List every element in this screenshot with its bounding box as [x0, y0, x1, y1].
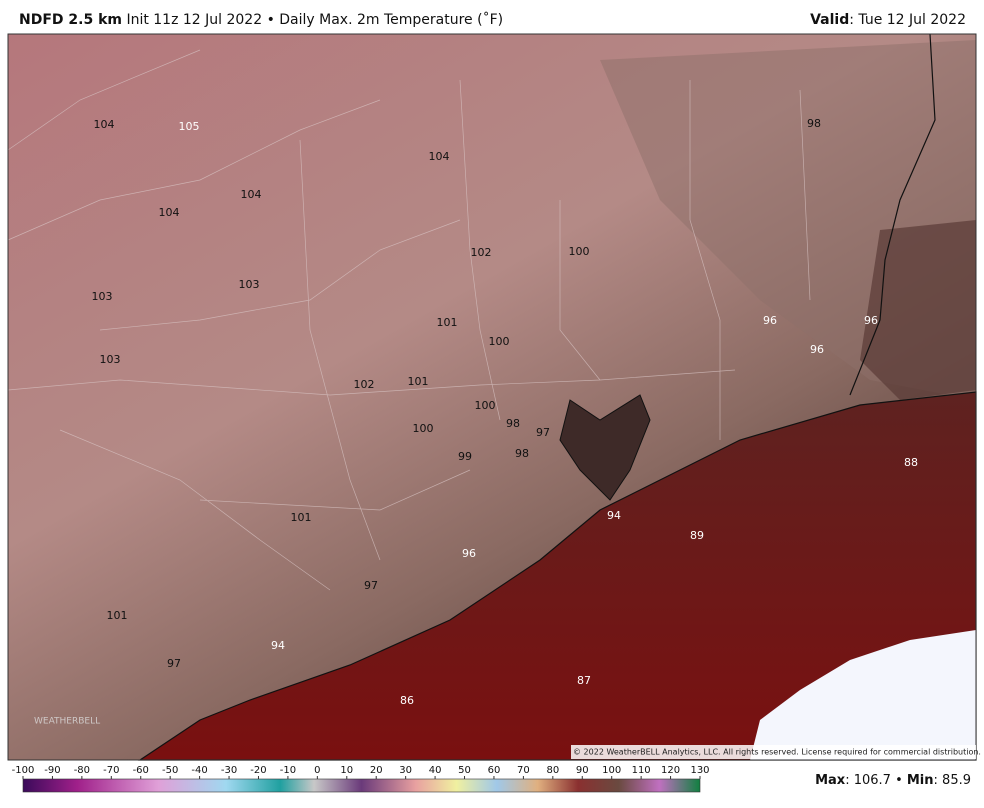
temperature-label: 98	[506, 417, 520, 430]
colorbar-tick-label: -20	[250, 765, 266, 776]
temperature-label: 104	[241, 188, 262, 201]
colorbar-tick-label: -30	[221, 765, 237, 776]
max-min: Max: 106.7 • Min: 85.9	[815, 773, 971, 788]
description: Init 11z 12 Jul 2022 • Daily Max. 2m Tem…	[126, 12, 504, 28]
no-data-area	[750, 630, 976, 760]
temperature-label: 98	[807, 117, 821, 130]
colorbar	[22, 778, 701, 793]
valid-value: : Tue 12 Jul 2022	[849, 12, 966, 28]
temperature-label: 105	[179, 120, 200, 133]
colorbar-tick-label: -10	[280, 765, 296, 776]
temperature-label: 96	[763, 314, 777, 327]
colorbar-tick-label: 90	[576, 765, 589, 776]
colorbar-tick-label: -100	[12, 765, 35, 776]
header-left: NDFD 2.5 km Init 11z 12 Jul 2022 • Daily…	[19, 12, 503, 28]
copyright-bg	[571, 745, 976, 759]
colorbar-tick-label: 30	[399, 765, 412, 776]
colorbar-tick-label: -90	[44, 765, 60, 776]
colorbar-tick-label: 10	[340, 765, 353, 776]
state-border	[849, 33, 936, 396]
temperature-label: 103	[100, 353, 121, 366]
temperature-label: 102	[354, 378, 375, 391]
temperature-label: 96	[462, 547, 476, 560]
header-right: Valid: Tue 12 Jul 2022	[810, 12, 966, 28]
colorbar-tick-label: 50	[458, 765, 471, 776]
map-frame	[7, 33, 977, 761]
colorbar-tick-label: -80	[74, 765, 90, 776]
temperature-label: 102	[471, 246, 492, 259]
model-name: NDFD 2.5 km	[19, 12, 122, 28]
temperature-label: 88	[904, 456, 918, 469]
temperature-label: 104	[94, 118, 115, 131]
colorbar-tick-label: -60	[133, 765, 149, 776]
temperature-label: 100	[413, 422, 434, 435]
temperature-label: 100	[475, 399, 496, 412]
colorbar-tick-label: -40	[191, 765, 207, 776]
temperature-label: 97	[167, 657, 181, 670]
colorbar-tick-label: 20	[370, 765, 383, 776]
temperature-label: 86	[400, 694, 414, 707]
temperature-label: 96	[864, 314, 878, 327]
temperature-label: 103	[92, 290, 113, 303]
colorbar-tick-label: 80	[546, 765, 559, 776]
temperature-label: 96	[810, 343, 824, 356]
colorbar-tick-label: 70	[517, 765, 530, 776]
temperature-label: 101	[291, 511, 312, 524]
max-value: : 106.7 •	[845, 773, 907, 788]
temperature-label: 97	[364, 579, 378, 592]
colorbar-tick-label: 110	[632, 765, 651, 776]
logo: WEATHERBELL	[34, 717, 100, 727]
temperature-label: 101	[107, 609, 128, 622]
temperature-label: 98	[515, 447, 529, 460]
temperature-label: 100	[489, 335, 510, 348]
temperature-label: 89	[690, 529, 704, 542]
temperature-label: 101	[437, 316, 458, 329]
colorbar-tick-label: -50	[162, 765, 178, 776]
colorbar-tick-label: 40	[429, 765, 442, 776]
temperature-label: 99	[458, 450, 472, 463]
temperature-label: 101	[408, 375, 429, 388]
temperature-label: 97	[536, 426, 550, 439]
min-value: : 85.9	[934, 773, 971, 788]
temperature-label: 94	[607, 509, 621, 522]
temperature-label: 94	[271, 639, 285, 652]
temperature-label: 104	[159, 206, 180, 219]
temperature-label: 87	[577, 674, 591, 687]
temperature-label: 103	[239, 278, 260, 291]
colorbar-tick-label: 100	[602, 765, 621, 776]
temperature-label: 104	[429, 150, 450, 163]
colorbar-tick-label: 120	[661, 765, 680, 776]
copyright: © 2022 WeatherBELL Analytics, LLC. All r…	[573, 748, 981, 757]
valid-label: Valid	[810, 12, 850, 28]
colorbar-tick-label: 0	[314, 765, 320, 776]
colorbar-tick-label: 60	[488, 765, 501, 776]
louisiana-shading	[860, 220, 976, 400]
colorbar-tick-label: 130	[690, 765, 709, 776]
county-lines	[7, 49, 811, 591]
colorbar-tick-label: -70	[103, 765, 119, 776]
min-label: Min	[907, 773, 934, 788]
galveston-bay	[559, 394, 651, 501]
max-label: Max	[815, 773, 846, 788]
temperature-label: 100	[569, 245, 590, 258]
